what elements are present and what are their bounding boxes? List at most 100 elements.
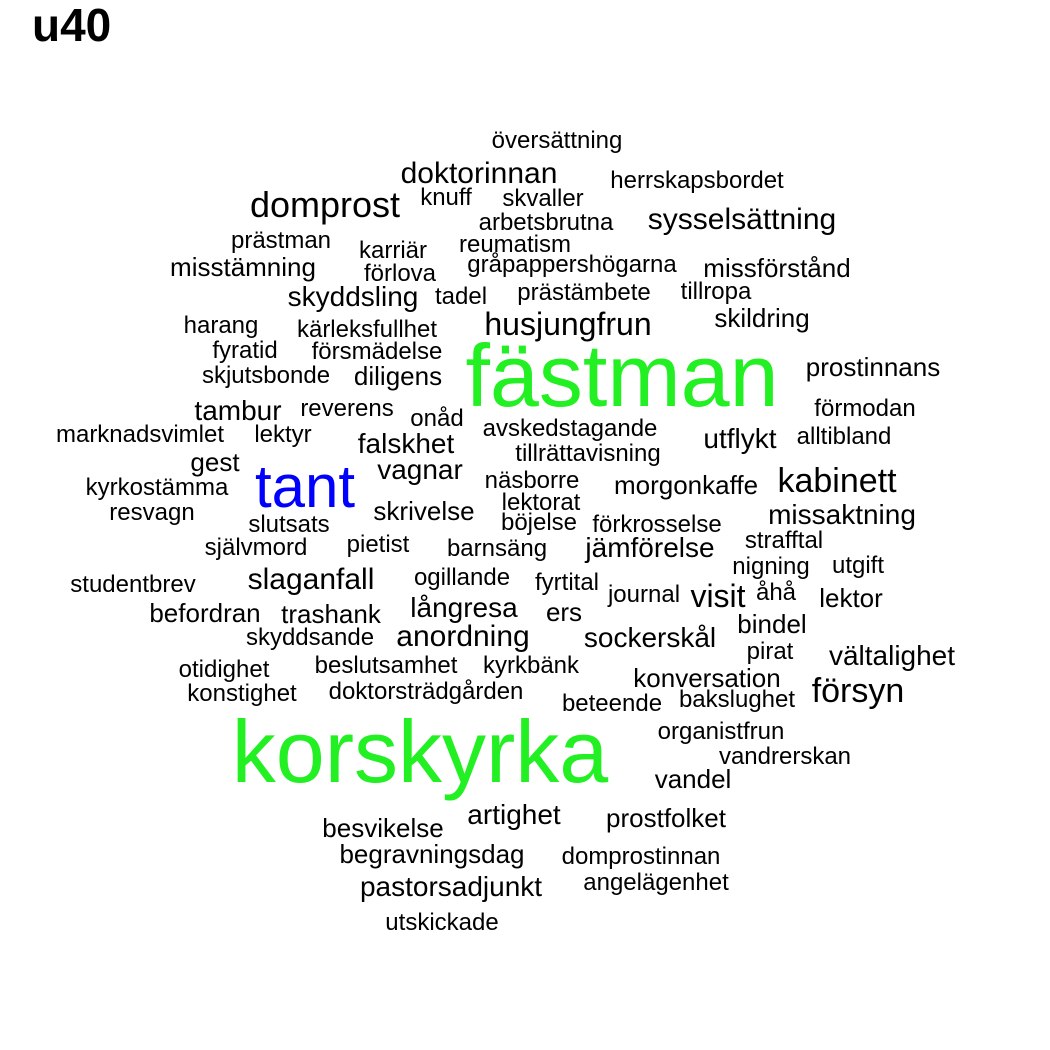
cloud-word: morgonkaffe — [613, 470, 759, 500]
cloud-word: jämförelse — [585, 532, 715, 563]
cloud-word: skyddsande — [245, 624, 375, 651]
cloud-word: prostfolket — [606, 803, 726, 833]
cloud-word: lektyr — [254, 421, 312, 448]
cloud-word: förlova — [363, 260, 437, 287]
cloud-word: begravningsdag — [339, 839, 525, 869]
cloud-word: fyratid — [212, 337, 278, 364]
cloud-word: journal — [607, 581, 681, 608]
cloud-word: vältalighet — [828, 640, 956, 671]
cloud-word: trashank — [281, 599, 381, 629]
cloud-word: nigning — [732, 553, 810, 580]
cloud-word: kabinett — [777, 462, 897, 500]
cloud-word: försyn — [811, 672, 905, 710]
cloud-word: organistfrun — [657, 718, 785, 745]
cloud-word: fästman — [465, 326, 779, 425]
cloud-word: konversation — [633, 663, 781, 693]
cloud-word: marknadsvimlet — [55, 421, 225, 448]
cloud-word: sysselsättning — [647, 203, 837, 236]
cloud-word: vagnar — [377, 454, 463, 485]
cloud-word: bindel — [737, 609, 807, 639]
cloud-word: onåd — [410, 405, 464, 432]
cloud-word: ers — [545, 597, 583, 627]
cloud-word: knuff — [420, 184, 472, 211]
cloud-word: artighet — [467, 799, 561, 830]
cloud-word: konstighet — [187, 680, 297, 707]
cloud-word: vandel — [654, 764, 732, 794]
cloud-word: visit — [690, 578, 746, 614]
cloud-word: översättning — [491, 127, 623, 154]
cloud-word: korskyrka — [231, 702, 609, 801]
cloud-word: avskedstagande — [482, 415, 658, 442]
cloud-word: doktorinnan — [400, 157, 558, 190]
cloud-word: skvaller — [502, 185, 584, 212]
cloud-word: pastorsadjunkt — [359, 871, 543, 902]
cloud-word: tant — [254, 453, 356, 520]
cloud-word: utgift — [831, 552, 885, 579]
cloud-word: besvikelse — [322, 813, 444, 843]
cloud-word: domprostinnan — [561, 843, 721, 870]
cloud-word: självmord — [204, 534, 308, 561]
cloud-word: tadel — [434, 283, 488, 310]
cloud-word: studentbrev — [70, 571, 196, 598]
cloud-word: angelägenhet — [583, 869, 729, 896]
cloud-word: näsborre — [484, 467, 580, 494]
cloud-word: diligens — [353, 361, 443, 391]
cloud-word: reumatism — [458, 231, 572, 258]
cloud-word: pietist — [346, 531, 410, 558]
cloud-word: lektorat — [501, 489, 581, 516]
cloud-word: prostinnans — [805, 352, 941, 382]
cloud-word: ogillande — [413, 564, 511, 591]
cloud-word: alltibland — [796, 423, 892, 450]
cloud-word: bakslughet — [678, 686, 796, 713]
cloud-word: karriär — [358, 237, 428, 264]
cloud-word: misstämning — [170, 252, 316, 282]
cloud-word: gråpappershögarna — [467, 251, 677, 278]
cloud-word: arbetsbrutna — [478, 209, 614, 236]
cloud-word: beteende — [561, 690, 663, 717]
cloud-word: beslutsamhet — [314, 652, 458, 679]
cloud-word: barnsäng — [446, 535, 548, 562]
cloud-word: doktorsträdgården — [328, 678, 524, 705]
cloud-word: skildring — [714, 303, 810, 333]
cloud-word: befordran — [149, 598, 261, 628]
cloud-word: långresa — [410, 592, 518, 623]
cloud-word: utskickade — [385, 909, 499, 936]
cloud-word: tambur — [194, 395, 282, 426]
cloud-word: kärleksfullhet — [296, 316, 438, 343]
cloud-word: böjelse — [500, 509, 578, 536]
cloud-word: husjungfrun — [484, 306, 652, 342]
cloud-word: lektor — [819, 583, 883, 613]
cloud-title: u40 — [32, 0, 112, 51]
cloud-word: skjutsbonde — [201, 362, 331, 389]
cloud-word: förmodan — [814, 395, 916, 422]
cloud-word: missaktning — [768, 499, 916, 530]
cloud-word: pirat — [746, 638, 794, 665]
cloud-word: sockerskål — [583, 622, 717, 653]
cloud-word: vandrerskan — [718, 743, 852, 770]
cloud-word: domprost — [249, 184, 401, 225]
cloud-word: skyddsling — [287, 281, 419, 312]
cloud-word: fyrtital — [534, 569, 600, 596]
cloud-word: prästman — [230, 227, 332, 254]
cloud-word: harang — [183, 312, 259, 339]
cloud-word: tillropa — [680, 278, 752, 305]
cloud-word: försmädelse — [311, 338, 443, 365]
cloud-word: åhå — [755, 579, 797, 606]
cloud-word: strafftal — [744, 527, 824, 554]
cloud-word: slaganfall — [247, 563, 375, 596]
cloud-word: kyrkostämma — [85, 474, 229, 501]
cloud-word: missförstånd — [703, 253, 851, 283]
cloud-word: reverens — [300, 395, 394, 422]
cloud-word: prästämbete — [517, 279, 651, 306]
cloud-word: förkrosselse — [592, 511, 722, 538]
cloud-word: slutsats — [248, 511, 330, 538]
cloud-word: tillrättavisning — [515, 440, 661, 467]
cloud-word: resvagn — [109, 499, 195, 526]
cloud-word: herrskapsbordet — [610, 167, 784, 194]
cloud-word: kyrkbänk — [482, 652, 580, 679]
cloud-word: gest — [190, 447, 240, 477]
cloud-word: anordning — [396, 620, 530, 653]
cloud-word: falskhet — [357, 428, 455, 459]
cloud-word: skrivelse — [373, 496, 475, 526]
